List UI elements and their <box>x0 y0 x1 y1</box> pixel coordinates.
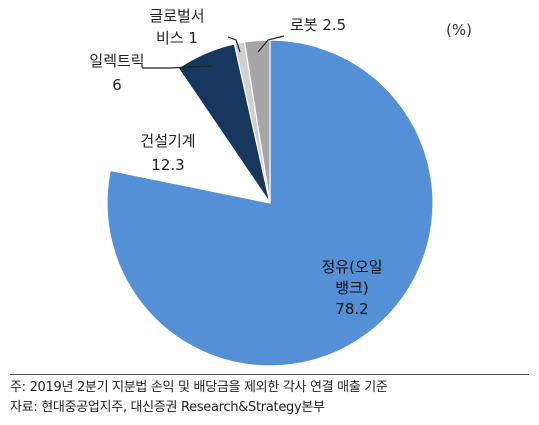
slice-label-line: 뱅크) <box>335 279 368 297</box>
slice-label-line: 78.2 <box>335 300 368 318</box>
chart-footer: 주: 2019년 2분기 지분법 손익 및 배당금을 제외한 각사 연결 매출 … <box>10 374 529 418</box>
leader-line-3 <box>142 65 213 69</box>
slice-label-line: 비스 1 <box>156 29 198 47</box>
leader-line-5 <box>257 35 285 53</box>
unit-label: (%) <box>446 21 472 39</box>
slice-label-line: 글로벌서 <box>149 7 204 25</box>
slice-label-line: 일렉트릭 <box>89 52 144 70</box>
slice-label-line: 정유(오일 <box>321 258 382 276</box>
pie-slice-2 <box>99 60 262 198</box>
leader-line-4 <box>227 36 241 53</box>
slice-label-3: 일렉트릭 6 <box>89 52 144 94</box>
slice-label-line: 로봇 2.5 <box>290 16 346 34</box>
footnote: 주: 2019년 2분기 지분법 손익 및 배당금을 제외한 각사 연결 매출 … <box>10 380 388 395</box>
pie-slice-1 <box>106 39 434 367</box>
slice-label-line: 건설기계 <box>140 132 195 150</box>
slice-label-line: 12.3 <box>151 156 184 174</box>
slice-label-2: 건설기계 12.3 <box>140 132 195 174</box>
source-note: 자료: 현대중공업지주, 대신증권 Research&Strategy본부 <box>10 400 325 415</box>
leader-lines <box>142 35 285 69</box>
slice-label-5: 로봇 2.5 <box>290 16 346 34</box>
pie-slices <box>99 39 434 367</box>
slice-label-line: 6 <box>112 76 122 94</box>
